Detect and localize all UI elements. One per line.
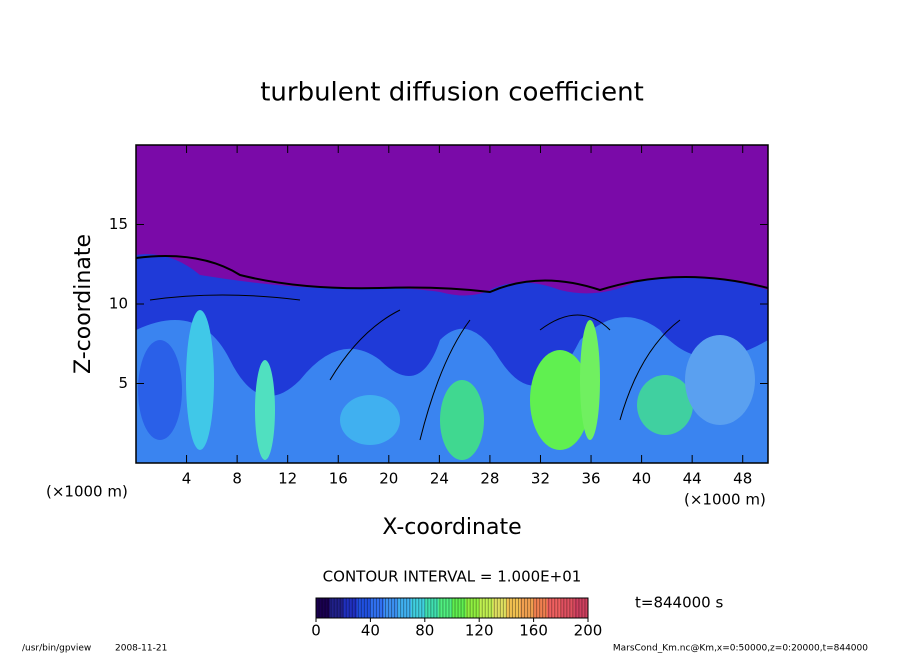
y-tick-label: 5 (118, 374, 128, 392)
colorbar-segment (520, 598, 535, 618)
y-axis-title: Z-coordinate (71, 234, 96, 374)
chart-title: turbulent diffusion coefficient (260, 78, 644, 108)
x-axis-title: X-coordinate (382, 515, 521, 540)
colorbar-segment (329, 598, 344, 618)
colorbar-tick-label: 120 (465, 622, 494, 640)
x-tick-label: 36 (581, 470, 600, 488)
colorbar-tick-label: 80 (415, 622, 434, 640)
x-tick-label: 40 (632, 470, 651, 488)
colorbar-segment (452, 598, 467, 618)
contour-field (136, 145, 768, 463)
colorbar-segment (384, 598, 399, 618)
y-tick-label: 10 (109, 295, 128, 313)
x-tick-label: 48 (733, 470, 752, 488)
colorbar-segment (506, 598, 521, 618)
x-tick-label: 20 (379, 470, 398, 488)
colorbar-segment (533, 598, 548, 618)
colorbar-segment (411, 598, 426, 618)
x-tick-label: 12 (278, 470, 297, 488)
colorbar-segment (424, 598, 439, 618)
colorbar-segment (560, 598, 575, 618)
colorbar-frame (315, 597, 589, 619)
x-tick-label: 28 (480, 470, 499, 488)
colorbar-segment (343, 598, 358, 618)
colorbar-tick-label: 200 (574, 622, 603, 640)
footer-date: 2008-11-21 (115, 644, 167, 654)
colorbar-tick-label: 0 (311, 622, 321, 640)
colorbar-segment (465, 598, 480, 618)
footer-right: MarsCond_Km.nc@Km,x=0:50000,z=0:20000,t=… (613, 644, 868, 654)
y-unit: (×1000 m) (46, 483, 128, 501)
footer-left: /usr/bin/gpview (22, 644, 91, 654)
colorbar-segment (316, 598, 331, 618)
x-tick-label: 8 (232, 470, 242, 488)
colorbar-segment (438, 598, 453, 618)
colorbar-segment (479, 598, 494, 618)
x-tick-label: 32 (531, 470, 550, 488)
contour-interval: CONTOUR INTERVAL = 1.000E+01 (323, 568, 582, 586)
x-tick-label: 4 (182, 470, 192, 488)
x-tick-label: 24 (430, 470, 449, 488)
x-tick-label: 16 (329, 470, 348, 488)
time-label: t=844000 s (635, 594, 723, 612)
x-tick-label: 44 (683, 470, 702, 488)
colorbar-segment (397, 598, 412, 618)
colorbar-segment (356, 598, 371, 618)
x-unit: (×1000 m) (684, 491, 766, 509)
colorbar-tick-label: 160 (519, 622, 548, 640)
y-tick-label: 15 (109, 215, 128, 233)
colorbar-segment (492, 598, 507, 618)
colorbar-segment (547, 598, 562, 618)
colorbar-segment (574, 598, 589, 618)
colorbar-segment (370, 598, 385, 618)
colorbar-tick-label: 40 (361, 622, 380, 640)
